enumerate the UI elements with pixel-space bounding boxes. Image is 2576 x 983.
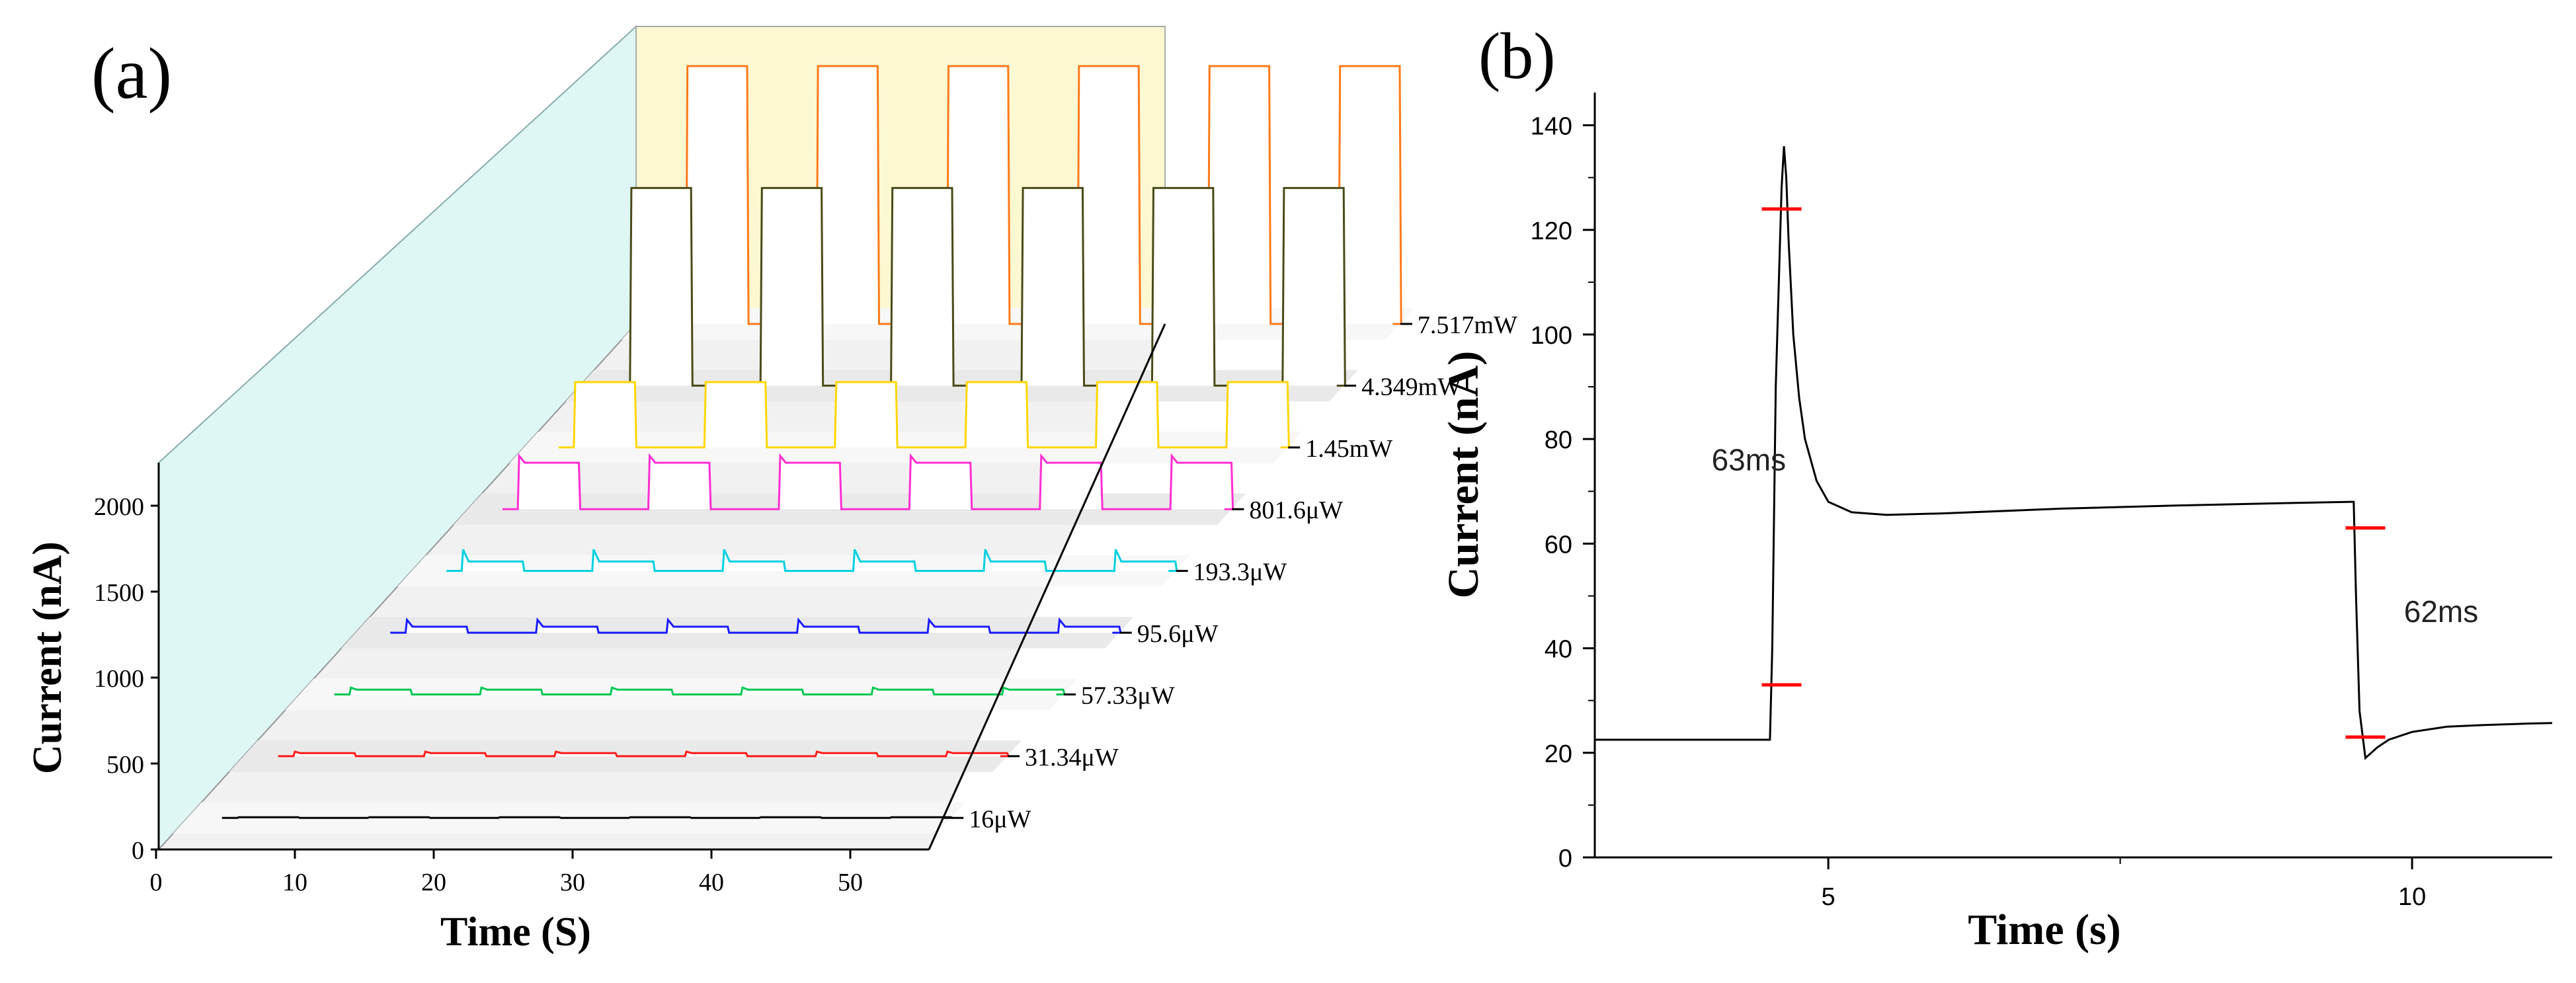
panel-a-series-label: 95.6μW <box>1137 620 1219 648</box>
panel-a-series-line <box>558 381 1290 449</box>
panel-a-series-line <box>390 617 1122 634</box>
panel-a-series-label: 1.45mW <box>1305 435 1392 463</box>
panel-a-series-fill <box>670 66 1402 324</box>
panel-b-label: (b) <box>1478 19 1556 93</box>
panel-b-x-label: Time (s) <box>1968 906 2121 954</box>
panel-a-series-line <box>334 686 1067 695</box>
panel-a-series-line <box>503 453 1234 510</box>
panel-a-y-label: Current (nA) <box>25 541 70 774</box>
panel-b-y-tick-label: 40 <box>1545 636 1572 664</box>
panel-a-series-fill <box>278 752 1009 756</box>
panel-b-x-ticks: 5 10 <box>1822 857 2426 911</box>
panel-b-y-tick-label: 100 <box>1531 322 1572 350</box>
panel-a-series-label: 57.33μW <box>1081 682 1175 709</box>
panel-a-series-label: 193.3μW <box>1193 559 1287 586</box>
panel-b-y-ticks: 0 20 40 60 80 100 120 140 <box>1531 113 1595 873</box>
panel-a-series-fill <box>558 382 1289 448</box>
panel-b-annotations: 63ms 62ms <box>1712 443 2479 629</box>
panel-b: (b) 0 20 40 60 80 100 120 140 5 10 63ms 62ms Time… <box>1439 19 2553 954</box>
panel-a-series-fill <box>390 619 1121 633</box>
panel-b-x-tick-label: 5 <box>1822 883 1835 911</box>
panel-b-annotation: 62ms <box>2404 594 2478 629</box>
panel-a-series <box>221 65 1402 819</box>
panel-b-y-tick-label: 20 <box>1545 740 1572 768</box>
panel-a-series-labels: 7.517mW 4.349mW 1.45mW 801.6μW 193.3μW 95.6μW… <box>951 311 1517 833</box>
panel-a-label: (a) <box>91 33 172 114</box>
panel-b-markers <box>1761 207 2386 739</box>
panel-a-series-label: 31.34μW <box>1025 744 1119 771</box>
panel-a-y-tick-label: 2000 <box>94 493 144 521</box>
panel-a-x-tick-label: 40 <box>699 869 724 896</box>
panel-a-x-tick-label: 20 <box>421 869 446 896</box>
panel-a-x-tick-label: 30 <box>560 869 585 896</box>
panel-b-x-tick-label: 10 <box>2398 883 2426 911</box>
panel-a-x-tick-label: 10 <box>282 869 307 896</box>
panel-b-y-tick-label: 120 <box>1531 217 1572 245</box>
panel-b-series-line <box>1595 146 2553 760</box>
panel-a-x-ticks: 0 10 20 30 40 50 <box>150 849 863 896</box>
panel-a-x-label: Time (S) <box>440 910 591 955</box>
panel-a-series-label: 801.6μW <box>1249 496 1343 524</box>
panel-a-series-line <box>278 750 1010 758</box>
panel-b-y-label: Current (nA) <box>1439 351 1488 599</box>
panel-a-x-tick-label: 0 <box>150 869 163 896</box>
panel-a-series-fill <box>334 688 1065 695</box>
panel-a-series-line <box>446 549 1178 572</box>
panel-a-y-ticks: 0 500 1000 1500 2000 <box>94 493 159 865</box>
panel-a-series-fill <box>502 455 1233 510</box>
panel-a-series-label: 16μW <box>969 805 1031 833</box>
panel-a-y-tick-label: 1500 <box>94 579 144 607</box>
panel-a-y-tick-label: 1000 <box>94 665 144 693</box>
panel-b-y-tick-label: 0 <box>1558 845 1572 873</box>
panel-a-series-line <box>221 816 953 819</box>
panel-b-y-tick-label: 60 <box>1545 531 1572 559</box>
panel-b-series <box>1595 146 2553 760</box>
panel-b-y-tick-label: 80 <box>1545 426 1572 454</box>
panel-a-series-fill <box>614 188 1346 386</box>
panel-b-y-tick-label: 140 <box>1531 113 1572 141</box>
panel-a: (a) 0 500 1000 1500 2000 0 10 20 30 40 50 7.517mW… <box>25 24 1517 955</box>
panel-a-series-label: 7.517mW <box>1418 311 1517 339</box>
panel-a-y-tick-label: 0 <box>132 837 144 865</box>
panel-a-series-label: 4.349mW <box>1361 373 1461 401</box>
panel-b-annotation: 63ms <box>1712 443 1786 477</box>
panel-a-y-tick-label: 500 <box>106 751 144 779</box>
panel-a-depth-axis <box>928 323 1166 850</box>
panel-a-series-fill <box>446 549 1177 571</box>
panel-a-x-tick-label: 50 <box>838 869 863 896</box>
